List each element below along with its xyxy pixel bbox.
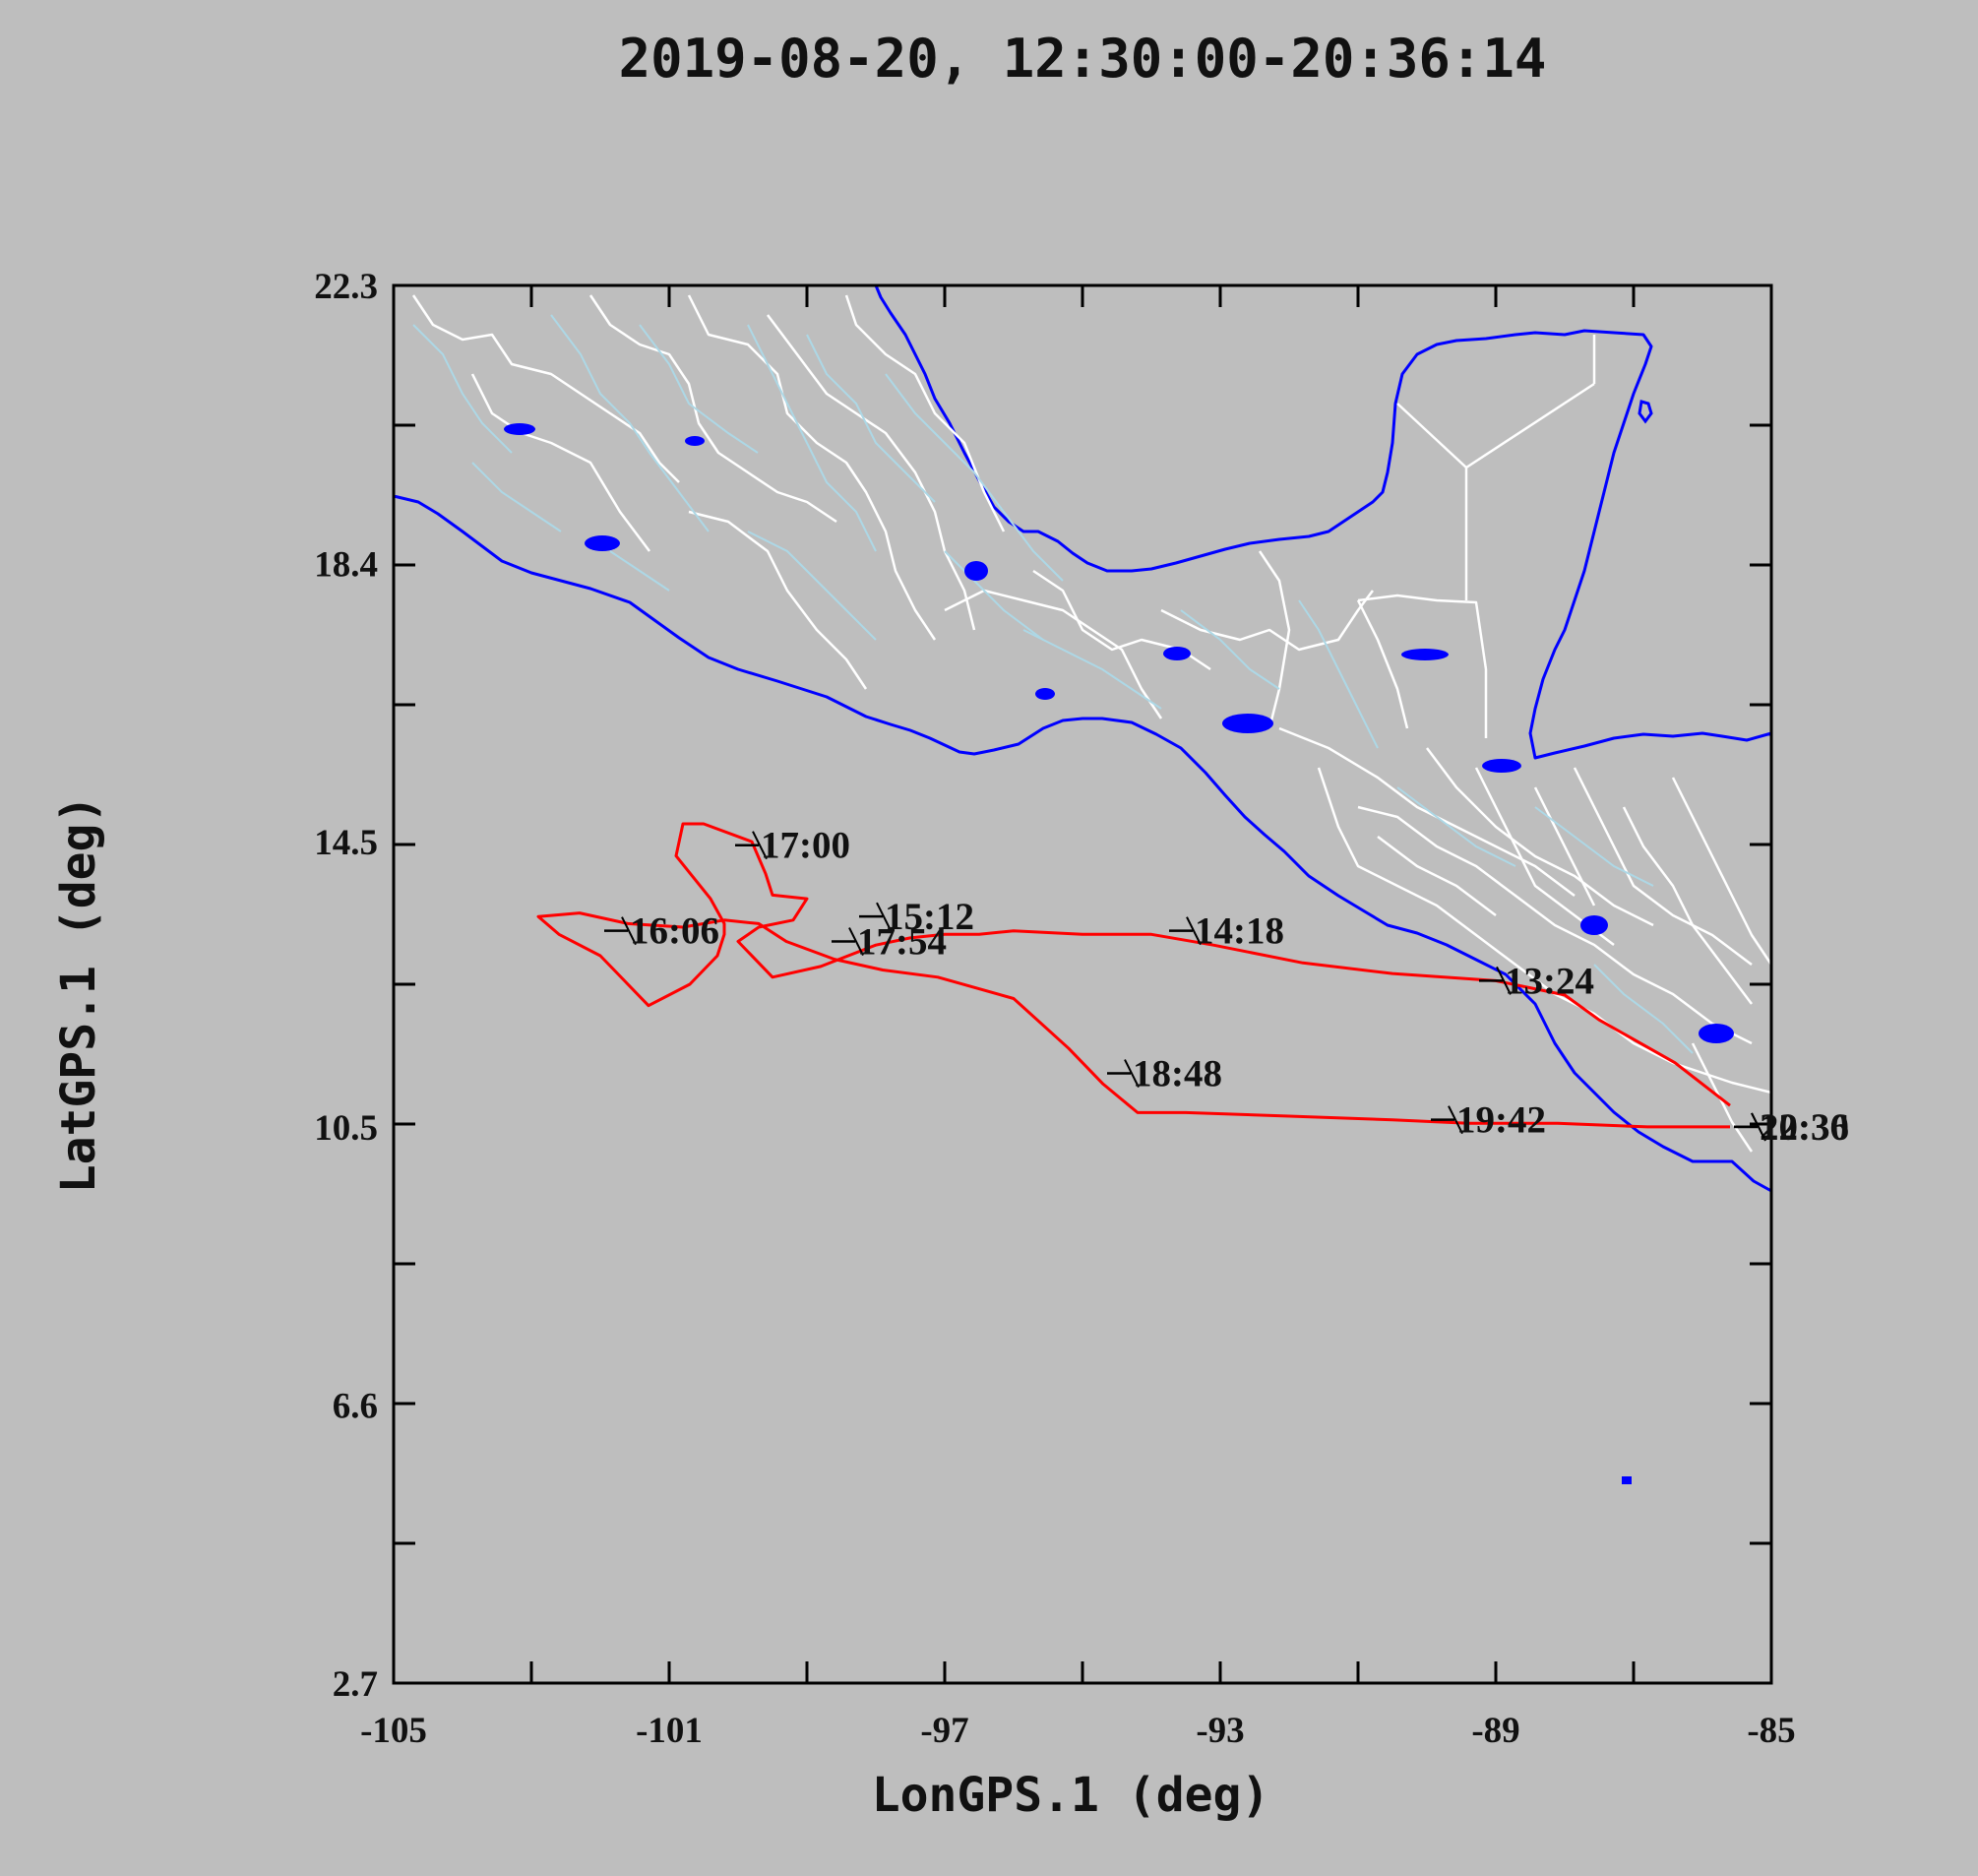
wind-barb — [1448, 1105, 1463, 1135]
wind-barb — [752, 831, 768, 860]
wind-barb — [1496, 966, 1512, 995]
x-tick-label: -101 — [636, 1711, 703, 1751]
y-tick-label: 18.4 — [314, 545, 378, 586]
time-label-1230: 12:30 — [1760, 1106, 1849, 1149]
x-tick-label: -85 — [1747, 1711, 1795, 1751]
time-label-1418: 14:18 — [1195, 910, 1284, 953]
time-label-1848: 18:48 — [1133, 1053, 1222, 1095]
wind-barb — [1124, 1059, 1140, 1089]
time-label-1324: 13:24 — [1505, 960, 1594, 1002]
flight-track-line — [536, 822, 1731, 1129]
time-label-1606: 16:06 — [630, 910, 719, 953]
y-tick-label: 2.7 — [333, 1664, 378, 1705]
x-tick-label: -97 — [920, 1711, 968, 1751]
offshore-island — [1622, 1476, 1632, 1484]
state-borders — [411, 294, 1773, 1153]
wind-barb — [876, 902, 892, 931]
x-tick-label: -89 — [1471, 1711, 1519, 1751]
time-markers: 13:24 14:18 15:12 16:06 17:00 17:54 18:48 19:42… — [604, 825, 1849, 1149]
axes: -105 -101 -97 -93 -89 -85 2.7 6.6 10.5 14.5 18.4 22… — [314, 267, 1795, 1751]
land-layer — [392, 283, 1773, 1484]
x-axis-label: LonGPS.1 (deg) — [872, 1768, 1270, 1823]
time-label-1942: 19:42 — [1456, 1099, 1546, 1142]
y-tick-label: 10.5 — [314, 1108, 378, 1149]
cozumel-island — [1638, 400, 1653, 424]
time-label-1754: 17:54 — [857, 921, 947, 964]
y-tick-label: 14.5 — [314, 823, 378, 863]
time-label-1512: 15:12 — [885, 896, 974, 938]
mexico-central-america-landmass — [392, 283, 1773, 1193]
lakes — [504, 423, 1734, 1043]
wind-barb — [1751, 1112, 1766, 1142]
time-label-2036: 20:36 — [1760, 1106, 1849, 1149]
rivers — [412, 314, 1694, 1054]
wind-barb — [621, 916, 637, 946]
wind-barb — [848, 927, 864, 956]
time-label-1700: 17:00 — [761, 825, 850, 867]
x-tick-label: -93 — [1196, 1711, 1244, 1751]
wind-barb — [1186, 916, 1202, 946]
x-tick-label: -105 — [360, 1711, 427, 1751]
y-tick-label: 22.3 — [314, 267, 378, 307]
plot-title: 2019-08-20, 12:30:00-20:36:14 — [619, 28, 1547, 90]
y-axis-label: LatGPS.1 (deg) — [51, 795, 106, 1194]
y-tick-label: 6.6 — [333, 1386, 378, 1426]
